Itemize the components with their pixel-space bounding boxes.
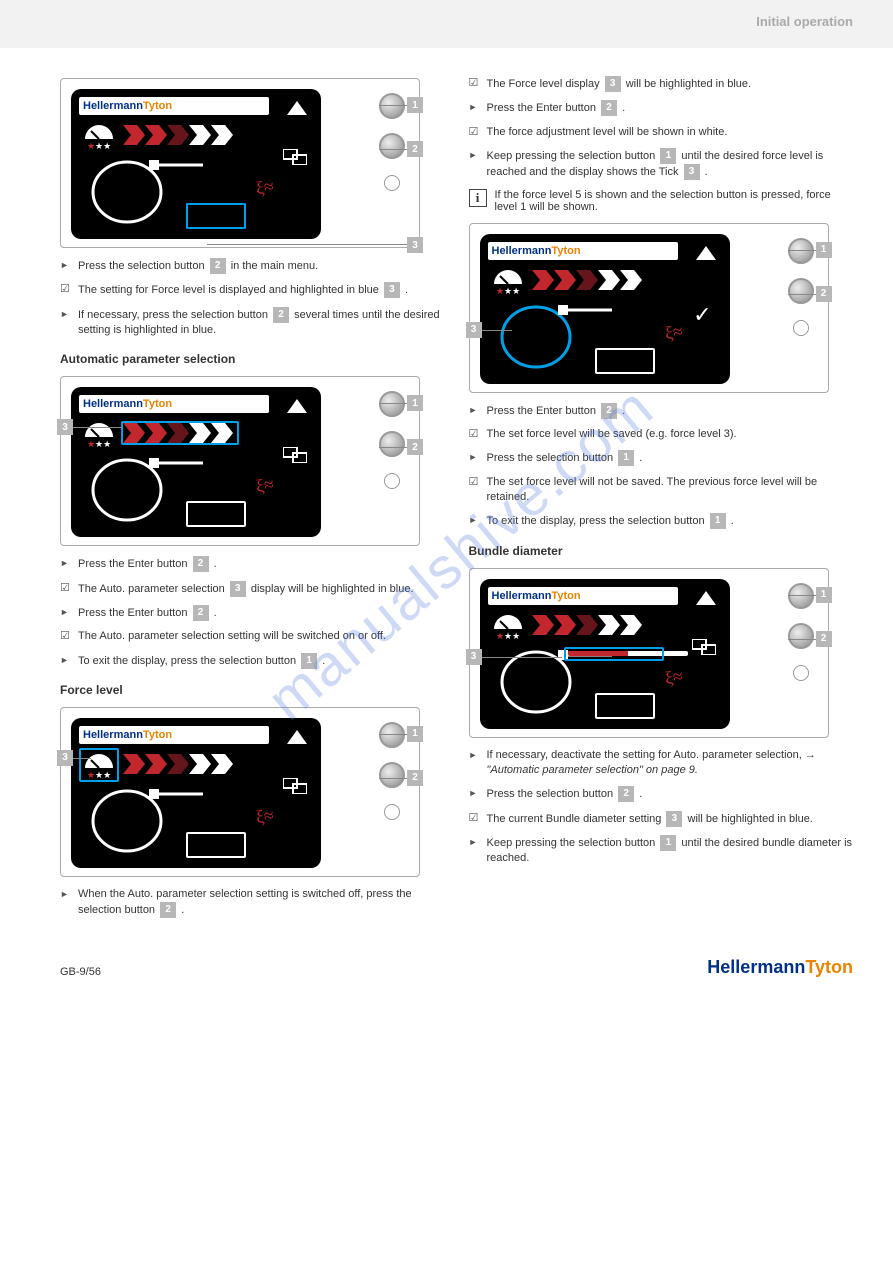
button-2 (379, 133, 405, 159)
section-heading: Bundle diameter (469, 544, 854, 558)
footer-brand: HellermannTyton (707, 957, 853, 978)
tick-icon: ✓ (693, 302, 711, 328)
svg-text:★: ★ (87, 439, 95, 449)
section-heading: Force level (60, 683, 445, 697)
up-triangle-icon (287, 101, 307, 115)
device-illustration-1: HellermannTyton ★★★ (60, 78, 420, 248)
result: The Auto. parameter selection setting wi… (60, 629, 445, 644)
button-reset (384, 175, 400, 191)
svg-text:★★: ★★ (504, 631, 520, 641)
instruction: If necessary, deactivate the setting for… (469, 748, 854, 779)
instruction: Press the Enter button 2 . (469, 403, 854, 419)
instruction: Keep pressing the selection button 1 unt… (469, 148, 854, 181)
callout-1: 1 (407, 97, 423, 113)
instruction: To exit the display, press the selection… (469, 513, 854, 529)
button-1 (379, 93, 405, 119)
signature-icon: ξ≈ (255, 176, 276, 199)
instruction: Keep pressing the selection button 1 unt… (469, 835, 854, 867)
result: The Auto. parameter selection 3 display … (60, 581, 445, 597)
tool-icon (283, 149, 307, 168)
instruction: If necessary, press the selection button… (60, 307, 445, 339)
page-section-title: Initial operation (756, 14, 853, 29)
label-ref-2: 2 (210, 258, 226, 274)
result: The setting for Force level is displayed… (60, 282, 445, 298)
device-illustration-5: HellermannTyton ★★★ (469, 568, 829, 738)
svg-text:★★: ★★ (95, 141, 111, 151)
result: The current Bundle diameter setting 3 wi… (469, 811, 854, 827)
callout-3: 3 (407, 237, 423, 253)
highlight-gauge (79, 748, 119, 782)
instruction: When the Auto. parameter selection setti… (60, 887, 445, 919)
up-triangle-icon (287, 399, 307, 413)
footer: GB-9/56 HellermannTyton (0, 947, 893, 994)
instruction: Press the selection button 2 in the main… (60, 258, 445, 274)
instruction: Press the Enter button 2 . (60, 605, 445, 621)
chevrons-icon (123, 125, 233, 145)
result: The set force level will be saved (e.g. … (469, 427, 854, 442)
svg-text:★: ★ (87, 141, 95, 151)
instruction: Press the Enter button 2 . (60, 556, 445, 572)
result: The force adjustment level will be shown… (469, 125, 854, 140)
info-icon: i (469, 189, 487, 207)
result: The set force level will not be saved. T… (469, 475, 854, 506)
device-illustration-4: HellermannTyton ★★★ ✓ ξ≈ (469, 223, 829, 393)
device-illustration-3: HellermannTyton ★★★ ξ≈ (60, 707, 420, 877)
svg-text:★: ★ (496, 286, 504, 296)
left-column: HellermannTyton ★★★ (60, 68, 445, 927)
callout-2: 2 (407, 141, 423, 157)
info-note: i If the force level 5 is shown and the … (469, 189, 854, 213)
right-column: The Force level display 3 will be highli… (469, 68, 854, 927)
section-heading: Automatic parameter selection (60, 352, 445, 366)
instruction: To exit the display, press the selection… (60, 653, 445, 669)
gauge-icon: ★★★ (81, 121, 117, 151)
header-bar: Initial operation (0, 0, 893, 48)
label-ref-2: 2 (273, 307, 289, 323)
label-ref-3: 3 (384, 282, 400, 298)
svg-text:★: ★ (496, 631, 504, 641)
instruction: Press the selection button 2 . (469, 786, 854, 802)
highlight-chevrons (121, 421, 239, 445)
page-ref: GB-9/56 (60, 966, 101, 978)
instruction: Press the Enter button 2 . (469, 100, 854, 116)
highlight-counter (186, 203, 246, 229)
svg-text:★★: ★★ (504, 286, 520, 296)
result: The Force level display 3 will be highli… (469, 76, 854, 92)
svg-text:★★: ★★ (95, 439, 111, 449)
brand-tyton: Tyton (143, 100, 172, 112)
device-illustration-2: HellermannTyton ★★★ ξ≈ (60, 376, 420, 546)
brand-hellermann: Hellermann (83, 100, 143, 112)
instruction: Press the selection button 1 . (469, 450, 854, 466)
highlight-diameter (564, 647, 664, 661)
